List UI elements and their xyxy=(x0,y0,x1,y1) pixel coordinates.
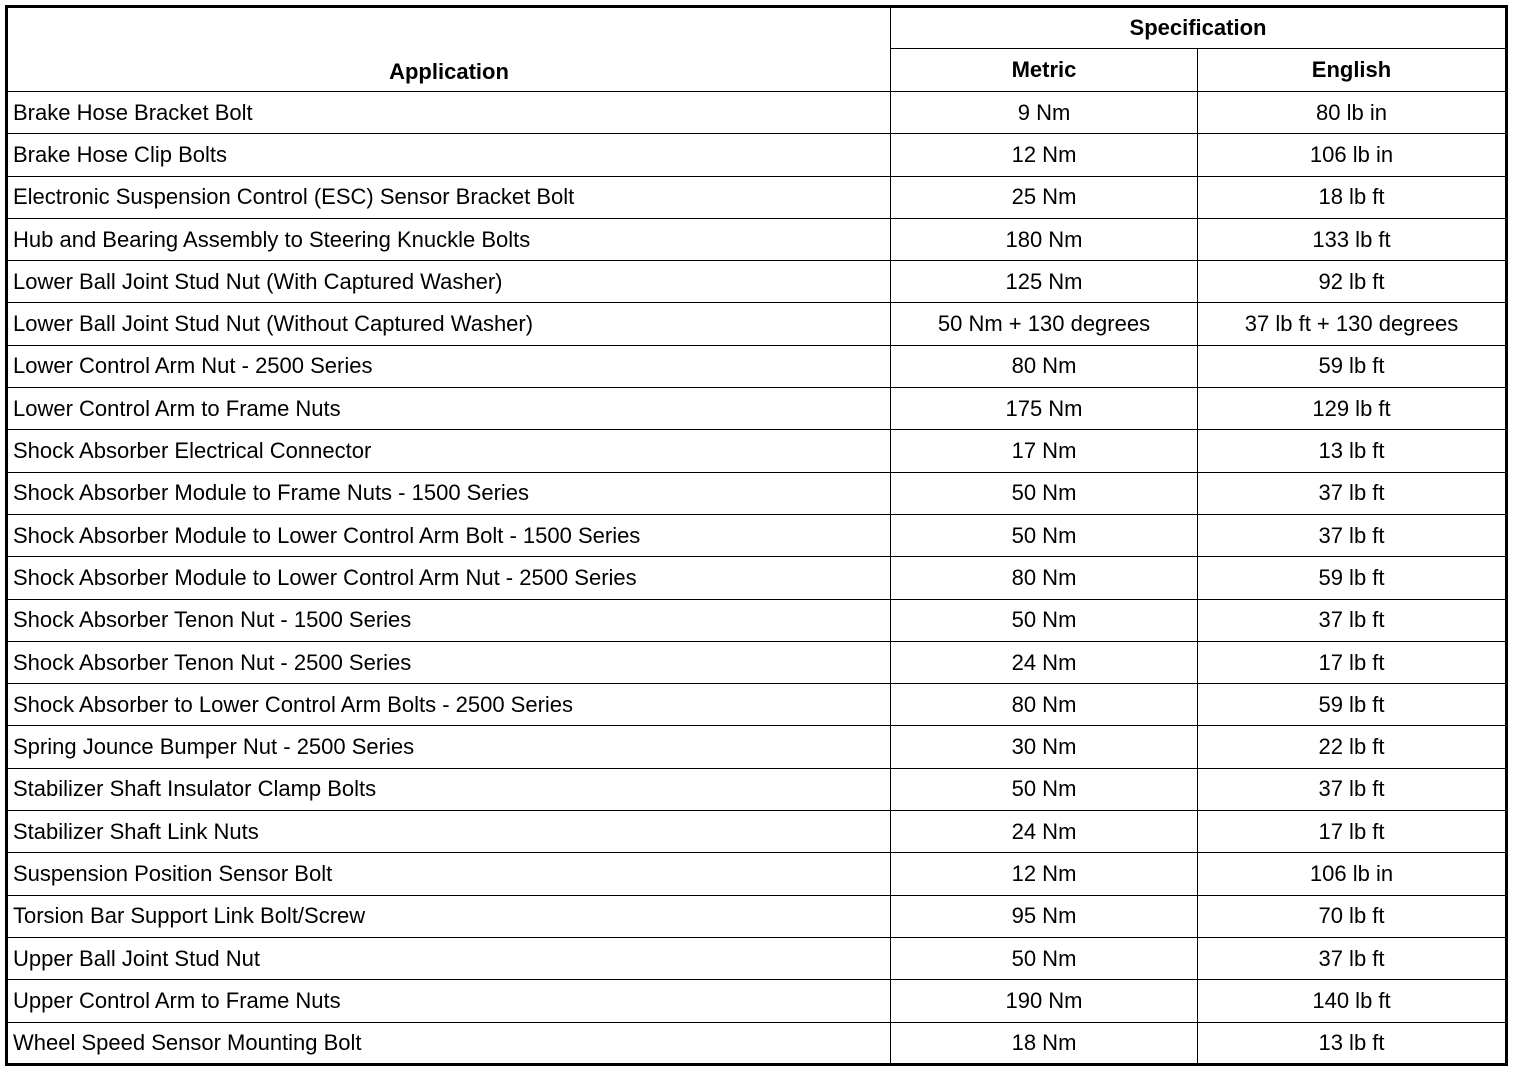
table-row: Upper Ball Joint Stud Nut 50 Nm 37 lb ft xyxy=(6,936,1507,981)
cell-metric: 50 Nm xyxy=(890,513,1198,558)
cell-english: 59 lb ft xyxy=(1197,683,1507,727)
table-row: Brake Hose Bracket Bolt 9 Nm 80 lb in xyxy=(6,90,1507,135)
cell-metric: 180 Nm xyxy=(890,217,1198,262)
cell-metric: 17 Nm xyxy=(890,429,1198,473)
cell-metric: 18 Nm xyxy=(890,1021,1198,1066)
cell-metric: 30 Nm xyxy=(890,725,1198,769)
cell-english: 80 lb in xyxy=(1197,90,1507,135)
cell-application: Lower Control Arm Nut - 2500 Series xyxy=(6,344,891,389)
cell-english: 106 lb in xyxy=(1197,133,1507,177)
table-row: Lower Ball Joint Stud Nut (Without Captu… xyxy=(6,302,1507,346)
cell-english: 37 lb ft xyxy=(1197,598,1507,642)
cell-english: 140 lb ft xyxy=(1197,979,1507,1023)
cell-english: 37 lb ft + 130 degrees xyxy=(1197,302,1507,346)
cell-application: Stabilizer Shaft Link Nuts xyxy=(6,810,891,854)
header-row-2: Metric English xyxy=(7,48,1507,92)
cell-application: Lower Ball Joint Stud Nut (With Captured… xyxy=(6,260,891,304)
cell-metric: 25 Nm xyxy=(890,175,1198,219)
cell-metric: 50 Nm xyxy=(890,936,1198,981)
cell-application: Wheel Speed Sensor Mounting Bolt xyxy=(6,1021,891,1066)
cell-english: 17 lb ft xyxy=(1197,640,1507,685)
cell-metric: 80 Nm xyxy=(890,683,1198,727)
cell-english: 37 lb ft xyxy=(1197,936,1507,981)
cell-metric: 50 Nm xyxy=(890,471,1198,515)
cell-english: 70 lb ft xyxy=(1197,894,1507,938)
cell-metric: 9 Nm xyxy=(890,90,1198,135)
cell-metric: 95 Nm xyxy=(890,894,1198,938)
table-row: Shock Absorber to Lower Control Arm Bolt… xyxy=(6,683,1507,727)
table-row: Hub and Bearing Assembly to Steering Knu… xyxy=(6,217,1507,262)
table-row: Shock Absorber Electrical Connector 17 Nm… xyxy=(6,429,1507,473)
cell-application: Electronic Suspension Control (ESC) Sens… xyxy=(6,175,891,219)
table-row: Stabilizer Shaft Insulator Clamp Bolts 50… xyxy=(6,767,1507,812)
table-row: Shock Absorber Tenon Nut - 2500 Series 24… xyxy=(6,640,1507,685)
cell-metric: 50 Nm xyxy=(890,598,1198,642)
cell-application: Lower Control Arm to Frame Nuts xyxy=(6,387,891,431)
cell-application: Shock Absorber Module to Lower Control A… xyxy=(6,513,891,558)
torque-specification-table: Application Specification Metric English… xyxy=(5,5,1508,1066)
cell-application: Stabilizer Shaft Insulator Clamp Bolts xyxy=(6,767,891,812)
cell-english: 59 lb ft xyxy=(1197,344,1507,389)
cell-application: Upper Ball Joint Stud Nut xyxy=(6,936,891,981)
cell-metric: 50 Nm + 130 degrees xyxy=(890,302,1198,346)
cell-application: Lower Ball Joint Stud Nut (Without Captu… xyxy=(6,302,891,346)
cell-english: 92 lb ft xyxy=(1197,260,1507,304)
cell-english: 37 lb ft xyxy=(1197,513,1507,558)
table-row: Lower Ball Joint Stud Nut (With Captured… xyxy=(6,260,1507,304)
cell-metric: 12 Nm xyxy=(890,133,1198,177)
table-row: Stabilizer Shaft Link Nuts 24 Nm 17 lb ft xyxy=(6,810,1507,854)
header-english: English xyxy=(1197,48,1507,92)
cell-english: 17 lb ft xyxy=(1197,810,1507,854)
cell-metric: 24 Nm xyxy=(890,810,1198,854)
table-row: Shock Absorber Module to Lower Control A… xyxy=(6,513,1507,558)
cell-application: Shock Absorber Tenon Nut - 2500 Series xyxy=(6,640,891,685)
cell-english: 13 lb ft xyxy=(1197,1021,1507,1066)
table-row: Wheel Speed Sensor Mounting Bolt 18 Nm 13 … xyxy=(6,1021,1507,1066)
cell-application: Shock Absorber to Lower Control Arm Bolt… xyxy=(6,683,891,727)
cell-metric: 80 Nm xyxy=(890,344,1198,389)
cell-english: 22 lb ft xyxy=(1197,725,1507,769)
cell-english: 133 lb ft xyxy=(1197,217,1507,262)
cell-english: 106 lb in xyxy=(1197,852,1507,896)
table-row: Shock Absorber Module to Frame Nuts - 15… xyxy=(6,471,1507,515)
table-row: Lower Control Arm Nut - 2500 Series 80 Nm… xyxy=(6,344,1507,389)
cell-english: 37 lb ft xyxy=(1197,471,1507,515)
header-specification: Specification xyxy=(890,6,1507,49)
cell-metric: 125 Nm xyxy=(890,260,1198,304)
cell-metric: 80 Nm xyxy=(890,556,1198,600)
header-row-1: Application Specification xyxy=(6,6,1507,92)
table-row: Lower Control Arm to Frame Nuts 175 Nm 129… xyxy=(6,387,1507,431)
header-metric: Metric xyxy=(890,48,1198,92)
table-row: Brake Hose Clip Bolts 12 Nm 106 lb in xyxy=(6,133,1507,177)
cell-metric: 50 Nm xyxy=(890,767,1198,812)
cell-application: Shock Absorber Electrical Connector xyxy=(6,429,891,473)
cell-english: 13 lb ft xyxy=(1197,429,1507,473)
cell-english: 129 lb ft xyxy=(1197,387,1507,431)
cell-application: Brake Hose Clip Bolts xyxy=(6,133,891,177)
cell-metric: 175 Nm xyxy=(890,387,1198,431)
cell-metric: 12 Nm xyxy=(890,852,1198,896)
cell-application: Hub and Bearing Assembly to Steering Knu… xyxy=(6,217,891,262)
cell-english: 59 lb ft xyxy=(1197,556,1507,600)
cell-application: Shock Absorber Module to Lower Control A… xyxy=(6,556,891,600)
table-row: Torsion Bar Support Link Bolt/Screw 95 Nm… xyxy=(6,894,1507,938)
table-row: Shock Absorber Module to Lower Control A… xyxy=(6,556,1507,600)
cell-application: Suspension Position Sensor Bolt xyxy=(6,852,891,896)
cell-metric: 190 Nm xyxy=(890,979,1198,1023)
table-row: Spring Jounce Bumper Nut - 2500 Series 30… xyxy=(6,725,1507,769)
table-row: Upper Control Arm to Frame Nuts 190 Nm 140… xyxy=(6,979,1507,1023)
cell-application: Shock Absorber Tenon Nut - 1500 Series xyxy=(6,598,891,642)
table-row: Shock Absorber Tenon Nut - 1500 Series 50… xyxy=(6,598,1507,642)
cell-english: 37 lb ft xyxy=(1197,767,1507,812)
cell-application: Upper Control Arm to Frame Nuts xyxy=(6,979,891,1023)
table-row: Electronic Suspension Control (ESC) Sens… xyxy=(6,175,1507,219)
cell-application: Torsion Bar Support Link Bolt/Screw xyxy=(6,894,891,938)
cell-application: Brake Hose Bracket Bolt xyxy=(6,90,891,135)
cell-metric: 24 Nm xyxy=(890,640,1198,685)
cell-application: Shock Absorber Module to Frame Nuts - 15… xyxy=(6,471,891,515)
cell-english: 18 lb ft xyxy=(1197,175,1507,219)
cell-application: Spring Jounce Bumper Nut - 2500 Series xyxy=(6,725,891,769)
table-row: Suspension Position Sensor Bolt 12 Nm 106 … xyxy=(6,852,1507,896)
header-application: Application xyxy=(6,6,891,92)
